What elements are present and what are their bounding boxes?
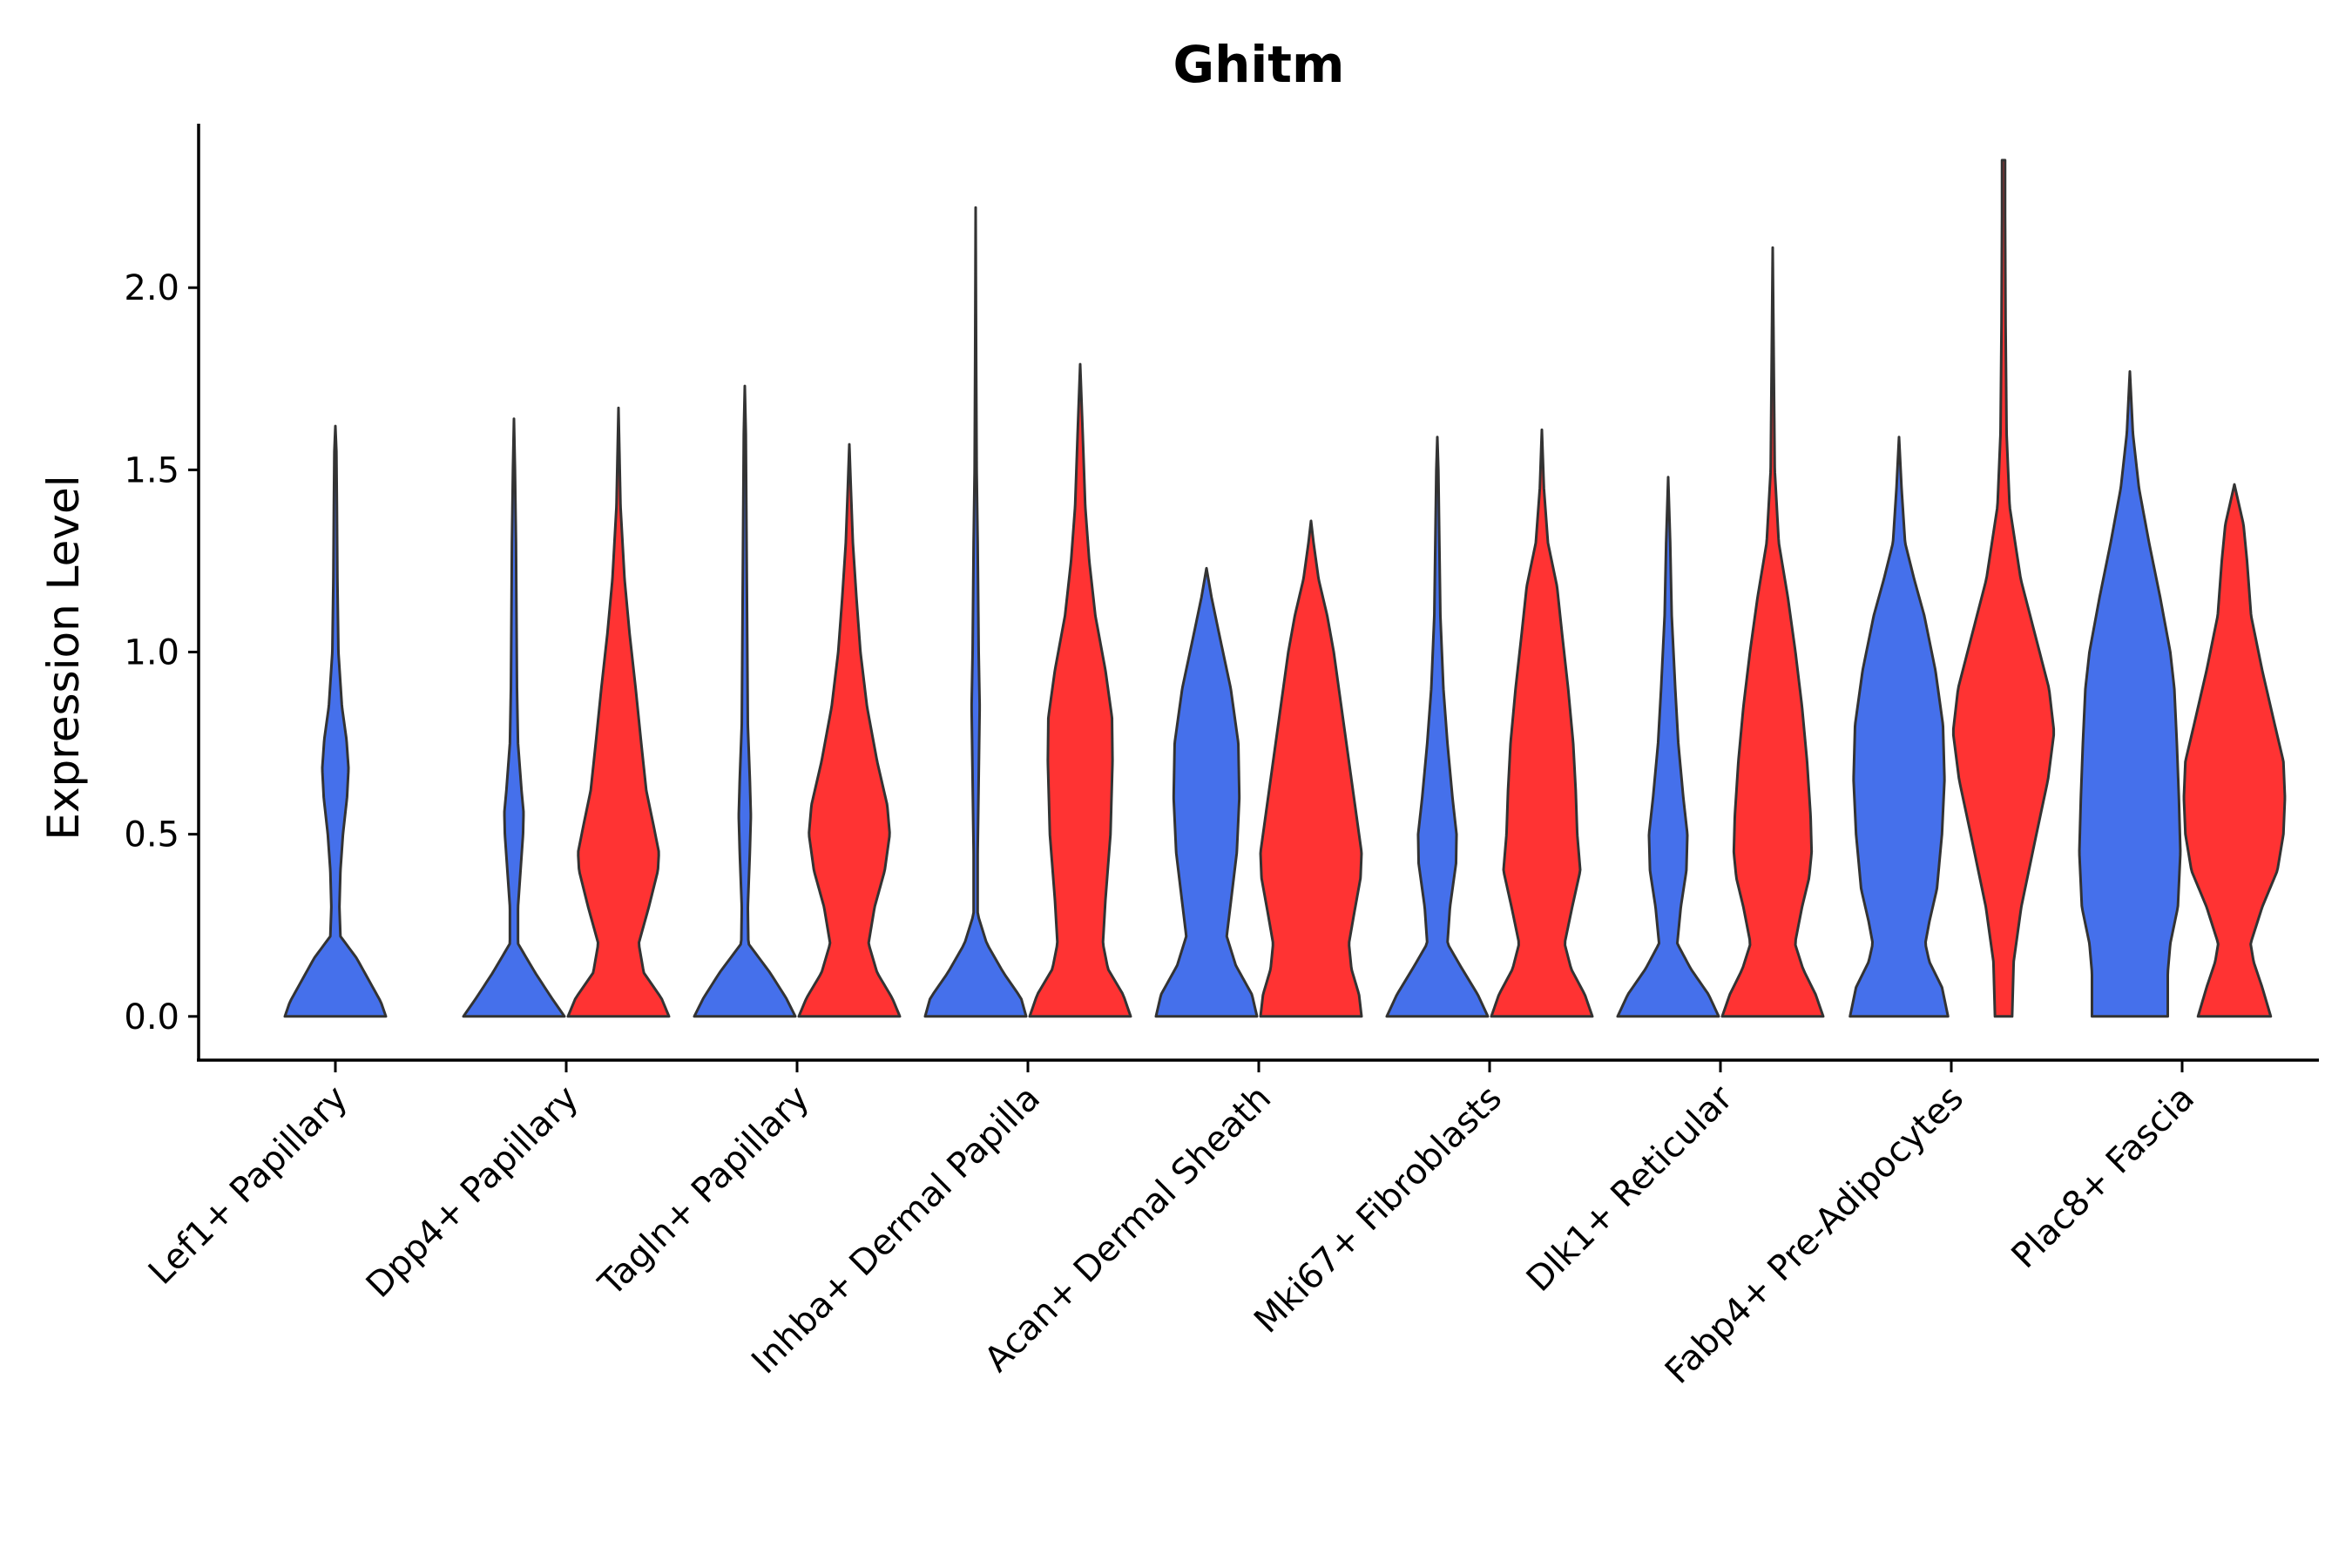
x-tick-label: Dlk1+ Reticular [1519,1078,1741,1300]
violin-plac8-fascia-group-1 [2078,369,2182,1018]
y-axis-label: Expression Level [38,475,89,840]
violin-mki67-fibroblasts-group-2 [1490,428,1594,1018]
x-ticks-layer: Lef1+ Papillary Dpp4+ Papillary Tagln+ Pap… [141,1060,2202,1392]
violin-tagln-papillary-group-1 [693,384,797,1018]
y-tick-label: 1.0 [124,633,179,673]
violin-acan-dermal-sheath-group-1 [1154,566,1259,1018]
x-tick-label: Mki67+ Fibroblasts [1247,1078,1510,1342]
x-tick-label: Plac8+ Fascia [2004,1078,2203,1277]
y-tick-label: 1.5 [124,450,179,490]
y-ticks-layer: 0.0 0.5 1.0 1.5 2.0 [124,268,199,1037]
chart-title: Ghitm [1173,35,1345,94]
y-tick-label: 0.0 [124,997,179,1037]
violin-fabp4-pre-adipocytes-group-1 [1848,436,1950,1018]
violin-mki67-fibroblasts-group-1 [1385,436,1490,1018]
y-tick-label: 2.0 [124,268,179,308]
violins-layer [283,159,2287,1018]
violin-dpp4-papillary-group-2 [566,406,671,1018]
violin-dlk1-reticular-group-1 [1616,476,1720,1018]
violin-tagln-papillary-group-2 [797,443,902,1018]
violin-acan-dermal-sheath-group-2 [1259,519,1363,1018]
violin-dpp4-papillary-group-1 [462,417,566,1018]
x-tick-label: Lef1+ Papillary [141,1078,355,1293]
violin-lef1-papillary-group-1 [283,424,388,1018]
violin-inhba-dermal-papilla-group-1 [923,206,1028,1018]
x-tick-label: Dpp4+ Papillary [359,1078,586,1306]
violin-dlk1-reticular-group-2 [1720,246,1825,1018]
x-tick-label: Tagln+ Papillary [591,1078,817,1305]
y-tick-label: 0.5 [124,815,179,855]
violin-plac8-fascia-group-2 [2182,483,2287,1018]
violin-inhba-dermal-papilla-group-2 [1028,362,1132,1018]
violin-fabp4-pre-adipocytes-group-2 [1951,159,2056,1018]
